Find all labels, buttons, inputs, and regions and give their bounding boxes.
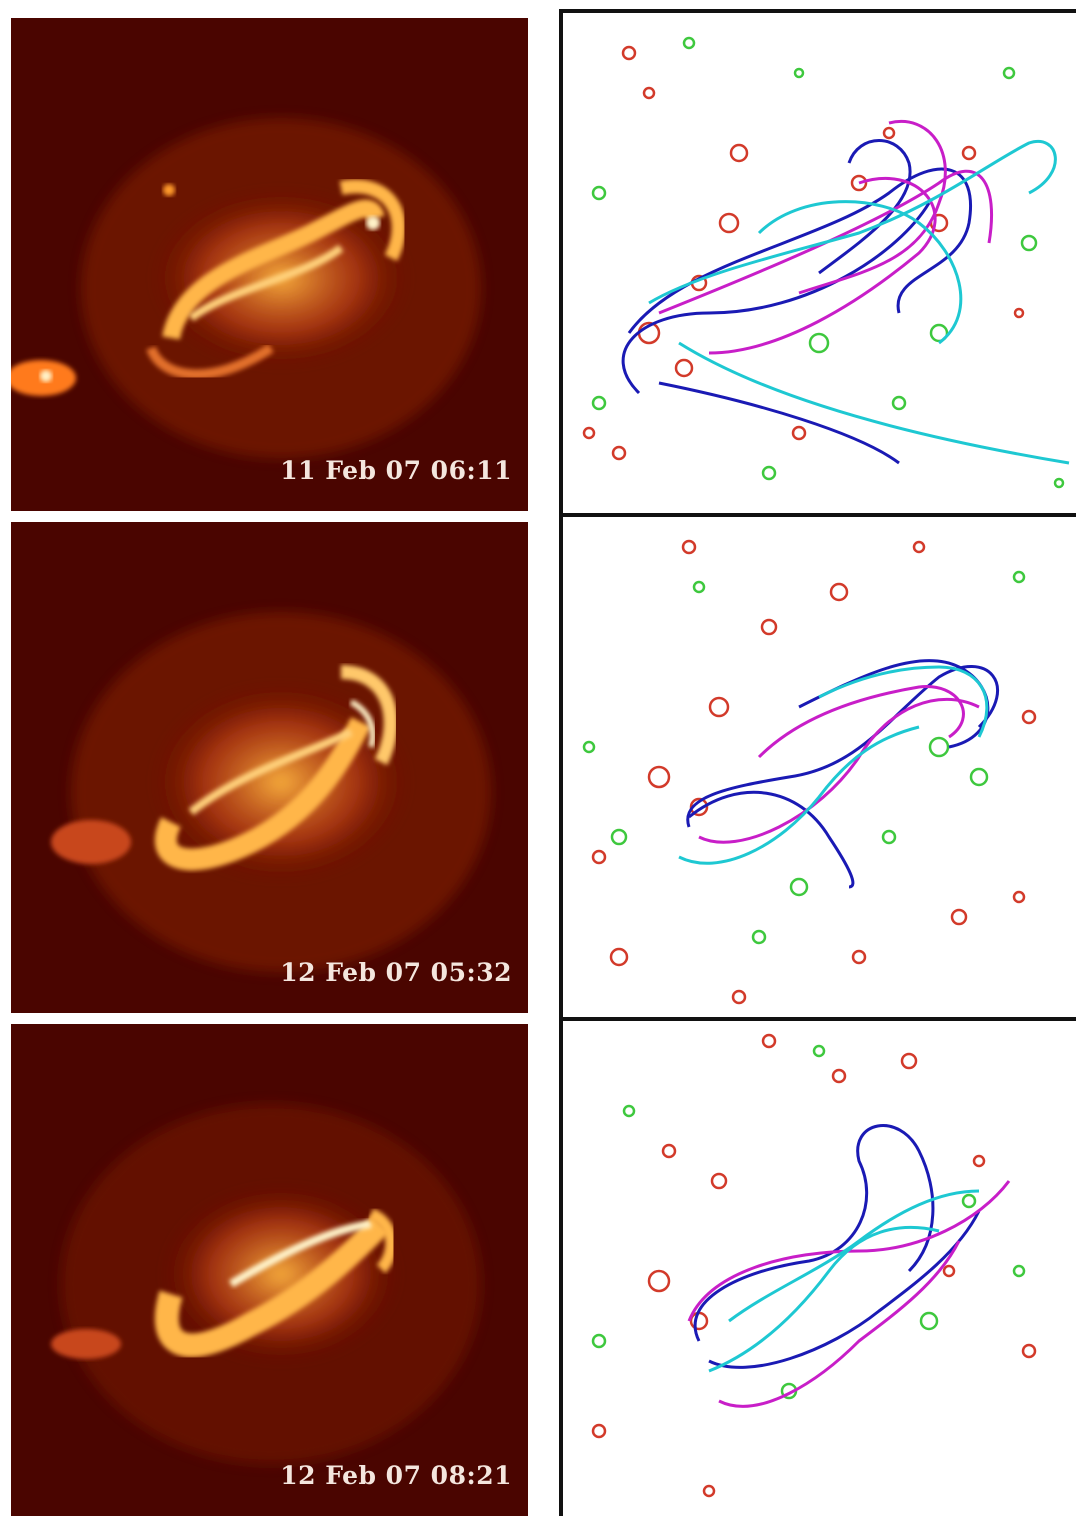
field-model-panel-1	[559, 13, 1076, 512]
xrt-image-panel-3: 12 Feb 07 08:21	[11, 1024, 528, 1516]
timestamp-label: 12 Feb 07 08:21	[280, 1461, 512, 1490]
field-model-panel-3	[559, 1021, 1076, 1516]
timestamp-label: 12 Feb 07 05:32	[280, 958, 512, 987]
timestamp-label: 11 Feb 07 06:11	[280, 456, 512, 485]
field-lines-plot-2	[582, 539, 1037, 1005]
sigmoid-image-2	[51, 612, 491, 972]
field-lines-plot-1	[582, 36, 1070, 489]
sigmoid-image-3	[51, 1104, 481, 1464]
xrt-image-panel-2: 12 Feb 07 05:32	[11, 522, 528, 1013]
field-model-panel-2	[559, 517, 1076, 1016]
panel-divider	[559, 513, 1076, 517]
xrt-image-panel-1: 11 Feb 07 06:11	[11, 18, 528, 511]
sigmoid-image-1	[11, 118, 481, 458]
panel-divider	[559, 1017, 1076, 1021]
field-lines-plot-3	[591, 1033, 1037, 1498]
